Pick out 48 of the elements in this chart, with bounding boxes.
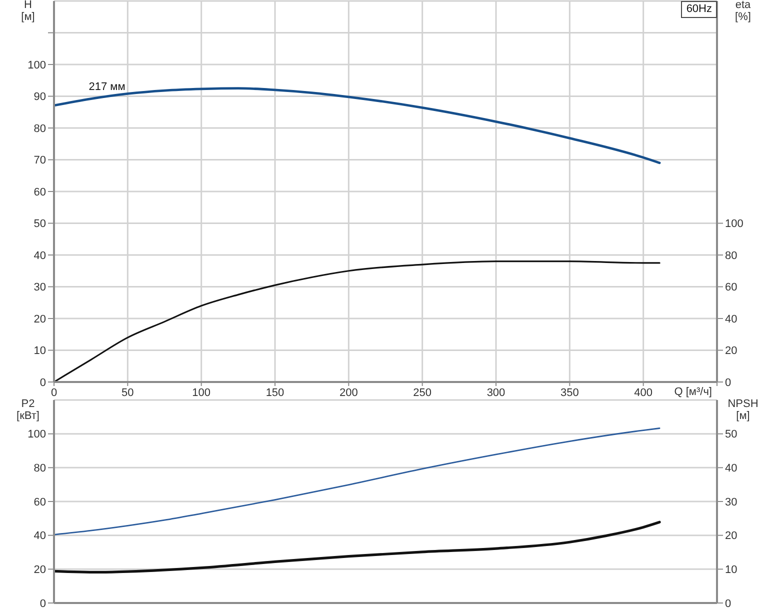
y2-tick-label: 0 — [725, 598, 732, 610]
y-axis-title: P2 [кВт] — [16, 398, 40, 422]
y-axis-title: H [м] — [20, 0, 36, 23]
y2-tick-label: 50 — [725, 428, 738, 441]
y-tick-label: 100 — [28, 428, 46, 441]
line-series — [54, 520, 661, 574]
y2-tick-label: 40 — [725, 462, 738, 475]
y2-axis-title: NPSH [м] — [726, 398, 760, 422]
y-tick-label: 80 — [34, 122, 46, 135]
y2-tick-label: 30 — [725, 496, 738, 508]
x-tick-label: 200 — [339, 386, 358, 399]
x-tick-label: 350 — [560, 386, 579, 399]
annotation: 60Hz — [681, 1, 717, 18]
x-tick-label: 250 — [413, 386, 432, 399]
y2-tick-label: 80 — [725, 250, 738, 262]
y2-axis-title: eta [%] — [734, 0, 752, 23]
y-tick-label: 50 — [34, 218, 46, 230]
annotation: 217 мм — [88, 81, 126, 94]
y-tick-label: 30 — [34, 282, 46, 294]
y-tick-label: 40 — [34, 530, 46, 542]
y-tick-label: 100 — [28, 59, 46, 72]
y-tick-label: 90 — [34, 91, 46, 104]
y-tick-label: 10 — [34, 345, 46, 358]
x-tick-label: 150 — [266, 386, 284, 399]
x-tick-label: 100 — [192, 386, 211, 399]
y-tick-label: 60 — [34, 496, 46, 508]
x-axis-title: Q [м³/ч] — [674, 386, 712, 398]
y2-tick-label: 20 — [725, 345, 738, 358]
x-tick-label: 400 — [634, 386, 653, 399]
y2-tick-label: 10 — [725, 564, 738, 576]
y-tick-label: 80 — [34, 462, 46, 475]
y-tick-label: 20 — [34, 564, 46, 576]
y-tick-label: 40 — [34, 250, 46, 262]
line-series — [54, 428, 660, 536]
y-tick-label: 0 — [40, 598, 46, 610]
y2-tick-label: 60 — [725, 282, 738, 294]
y2-tick-label: 0 — [725, 376, 732, 389]
y-tick-label: 20 — [34, 313, 46, 326]
y-tick-label: 60 — [34, 186, 46, 198]
x-tick-label: 50 — [122, 386, 134, 399]
x-tick-label: 0 — [50, 386, 58, 399]
y2-tick-label: 40 — [725, 313, 738, 326]
y2-tick-label: 20 — [725, 530, 738, 542]
x-tick-label: 300 — [486, 386, 506, 399]
y2-tick-label: 100 — [725, 218, 744, 230]
line-series — [54, 260, 660, 382]
y-tick-label: 70 — [34, 154, 46, 167]
y-tick-label: 0 — [40, 376, 46, 389]
